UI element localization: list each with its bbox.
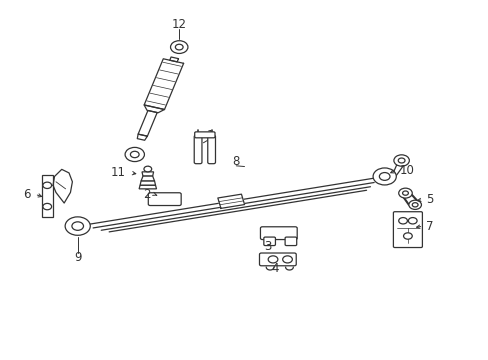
Text: 5: 5 (425, 193, 432, 206)
Circle shape (282, 256, 292, 263)
FancyBboxPatch shape (194, 132, 215, 138)
Circle shape (411, 203, 417, 207)
Circle shape (125, 147, 144, 162)
Text: 10: 10 (398, 163, 413, 176)
Text: 12: 12 (171, 18, 186, 31)
FancyBboxPatch shape (259, 253, 296, 266)
Circle shape (65, 217, 90, 235)
FancyBboxPatch shape (285, 237, 296, 246)
Circle shape (379, 172, 389, 180)
Polygon shape (169, 57, 178, 62)
Polygon shape (140, 181, 155, 185)
Circle shape (398, 188, 411, 198)
Circle shape (43, 203, 52, 210)
Circle shape (143, 166, 151, 172)
Text: 9: 9 (74, 252, 81, 265)
Circle shape (43, 182, 52, 189)
Circle shape (72, 222, 83, 230)
Circle shape (403, 233, 411, 239)
Text: 4: 4 (271, 261, 278, 275)
Polygon shape (139, 185, 156, 189)
Circle shape (372, 168, 395, 185)
Circle shape (407, 217, 416, 224)
Polygon shape (217, 194, 244, 208)
Circle shape (170, 41, 187, 54)
Circle shape (402, 191, 407, 195)
Polygon shape (142, 172, 153, 176)
Circle shape (397, 158, 404, 163)
Circle shape (130, 151, 139, 158)
FancyBboxPatch shape (393, 212, 422, 248)
Circle shape (175, 44, 183, 50)
Polygon shape (144, 105, 164, 113)
Circle shape (408, 200, 421, 210)
FancyBboxPatch shape (264, 237, 275, 246)
Text: 2: 2 (142, 188, 150, 201)
Polygon shape (138, 111, 157, 136)
Circle shape (267, 256, 277, 263)
Polygon shape (137, 134, 147, 140)
FancyBboxPatch shape (194, 135, 202, 164)
Text: 6: 6 (23, 188, 31, 201)
FancyBboxPatch shape (148, 193, 181, 206)
FancyBboxPatch shape (260, 227, 297, 239)
Text: 8: 8 (232, 155, 240, 168)
Text: 3: 3 (264, 240, 271, 253)
Circle shape (393, 155, 408, 166)
Bar (42, 175, 53, 216)
Text: 7: 7 (425, 220, 432, 233)
FancyBboxPatch shape (207, 135, 215, 164)
Text: 1: 1 (206, 129, 214, 142)
Text: 11: 11 (111, 166, 126, 179)
Polygon shape (144, 59, 183, 109)
Circle shape (398, 217, 407, 224)
Polygon shape (141, 176, 154, 181)
